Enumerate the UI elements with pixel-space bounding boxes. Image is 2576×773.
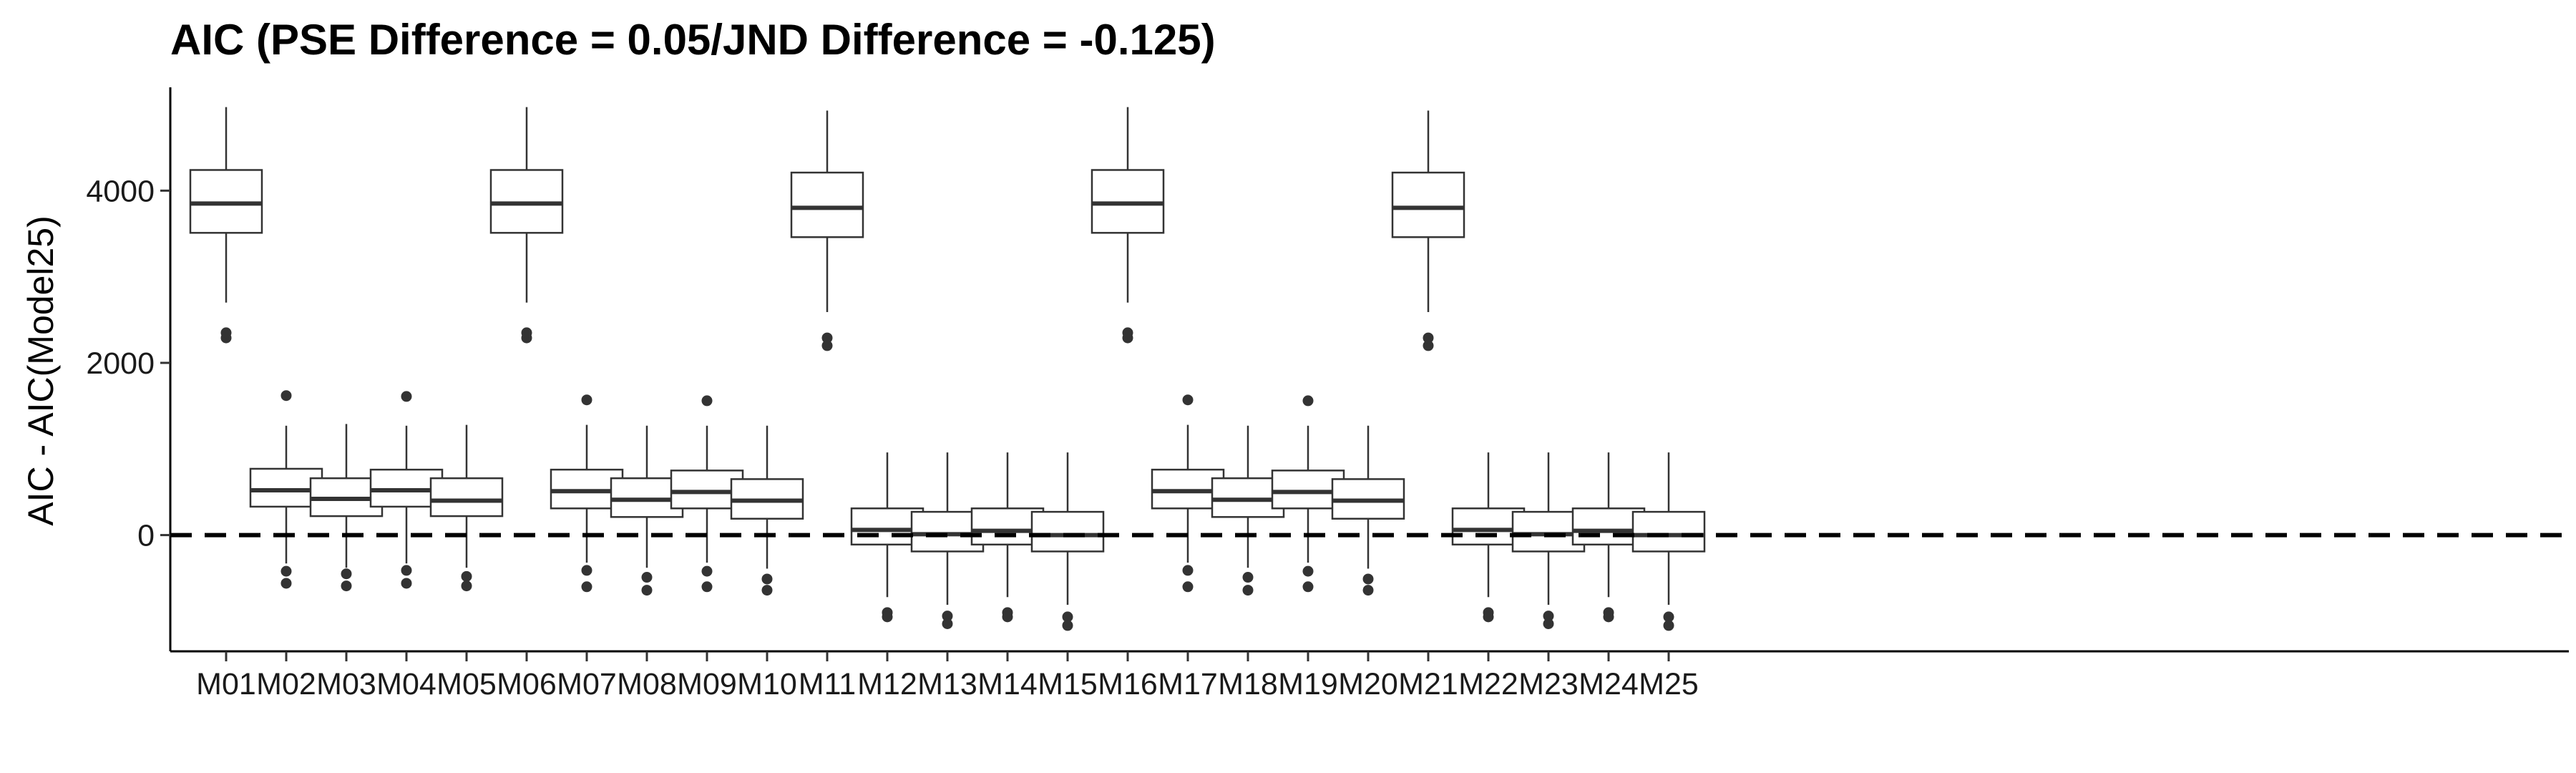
- x-tick-label: M02: [256, 667, 316, 701]
- outlier-point: [581, 565, 592, 576]
- x-tick-label: M01: [196, 667, 256, 701]
- outlier-point: [581, 394, 592, 406]
- outlier-point: [1302, 395, 1314, 407]
- outlier-point: [1182, 394, 1194, 406]
- x-tick-label: M19: [1278, 667, 1338, 701]
- outlier-point: [1663, 620, 1674, 631]
- x-tick-label: M21: [1398, 667, 1458, 701]
- outlier-point: [821, 340, 833, 351]
- y-tick-label: 2000: [86, 346, 155, 381]
- outlier-point: [401, 391, 412, 402]
- outlier-point: [1122, 327, 1133, 339]
- outlier-point: [1362, 585, 1374, 596]
- outlier-point: [341, 568, 352, 580]
- outlier-point: [461, 580, 472, 592]
- x-tick-label: M23: [1518, 667, 1579, 701]
- outlier-point: [1663, 611, 1674, 623]
- x-tick-label: M16: [1098, 667, 1158, 701]
- outlier-point: [220, 327, 232, 339]
- x-tick-label: M15: [1038, 667, 1098, 701]
- x-tick-label: M12: [857, 667, 917, 701]
- x-tick-label: M25: [1639, 667, 1699, 701]
- box: [1030, 510, 1105, 553]
- outlier-point: [1543, 611, 1554, 622]
- x-tick-label: M10: [737, 667, 797, 701]
- outlier-point: [1603, 611, 1614, 623]
- outlier-point: [701, 565, 713, 577]
- outlier-point: [1543, 618, 1554, 630]
- x-tick-label: M22: [1458, 667, 1518, 701]
- outlier-point: [521, 327, 532, 339]
- box: [790, 171, 864, 238]
- box: [1391, 171, 1465, 238]
- outlier-point: [1302, 565, 1314, 577]
- box: [1091, 169, 1165, 234]
- outlier-point: [821, 332, 833, 344]
- outlier-point: [761, 585, 773, 596]
- outlier-point: [1062, 620, 1073, 631]
- x-tick-label: M05: [436, 667, 497, 701]
- chart-title: AIC (PSE Difference = 0.05/JND Differenc…: [170, 16, 1216, 64]
- box: [1631, 510, 1706, 553]
- outlier-point: [641, 585, 653, 596]
- outlier-point: [341, 580, 352, 592]
- outlier-point: [1002, 611, 1013, 623]
- outlier-point: [1242, 585, 1254, 596]
- outlier-point: [280, 578, 292, 589]
- outlier-point: [942, 618, 953, 630]
- x-tick-label: M04: [376, 667, 436, 701]
- x-tick-label: M11: [799, 667, 856, 701]
- outlier-point: [641, 572, 653, 583]
- outlier-point: [1423, 332, 1434, 344]
- outlier-point: [461, 570, 472, 582]
- outlier-point: [401, 565, 412, 576]
- outlier-point: [1182, 565, 1194, 576]
- x-tick-label: M17: [1158, 667, 1218, 701]
- box: [429, 477, 504, 517]
- x-tick-label: M18: [1218, 667, 1278, 701]
- x-tick-label: M07: [557, 667, 617, 701]
- outlier-point: [1423, 340, 1434, 351]
- x-tick-label: M13: [917, 667, 977, 701]
- outlier-point: [280, 565, 292, 577]
- x-tick-label: M24: [1579, 667, 1639, 701]
- y-axis-label: AIC - AIC(Model25): [21, 215, 61, 525]
- box: [489, 169, 564, 234]
- x-tick-label: M08: [617, 667, 677, 701]
- x-tick-label: M09: [677, 667, 737, 701]
- x-tick-label: M14: [977, 667, 1038, 701]
- outlier-point: [882, 611, 893, 623]
- outlier-point: [581, 581, 592, 593]
- x-tick-label: M03: [316, 667, 376, 701]
- outlier-point: [1302, 581, 1314, 593]
- outlier-point: [701, 395, 713, 407]
- outlier-point: [1483, 611, 1494, 623]
- y-tick-label: 0: [137, 519, 155, 553]
- outlier-point: [1362, 573, 1374, 585]
- outlier-point: [280, 390, 292, 402]
- outlier-point: [1182, 581, 1194, 593]
- outlier-point: [1062, 611, 1073, 623]
- x-tick-label: M20: [1338, 667, 1398, 701]
- outlier-point: [401, 578, 412, 589]
- outlier-point: [761, 573, 773, 585]
- outlier-point: [1242, 572, 1254, 583]
- outlier-point: [701, 581, 713, 593]
- x-tick-label: M06: [497, 667, 557, 701]
- y-tick-label: 4000: [86, 174, 155, 208]
- outlier-point: [942, 611, 953, 622]
- box: [189, 169, 263, 234]
